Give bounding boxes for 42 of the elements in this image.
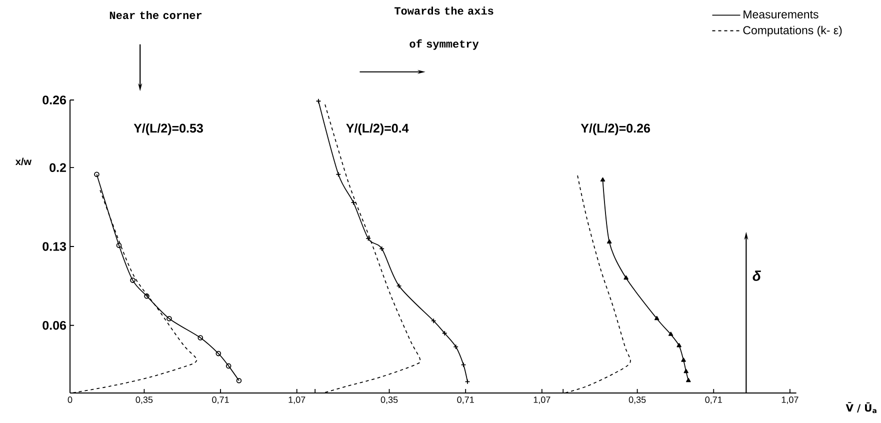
point bbox=[684, 368, 688, 374]
point bbox=[216, 350, 222, 356]
text: Near the corner bbox=[110, 10, 202, 20]
text: Towards the axis of symmetry bbox=[394, 6, 494, 50]
point bbox=[130, 278, 136, 283]
annotation: δ bbox=[752, 270, 761, 281]
point bbox=[144, 293, 150, 299]
point bbox=[166, 316, 172, 322]
point bbox=[600, 177, 606, 182]
point bbox=[654, 316, 660, 320]
point bbox=[668, 332, 674, 336]
point bbox=[676, 343, 682, 348]
x-tick-label: 0,35 bbox=[136, 396, 153, 404]
x-tick-label: 1,07 bbox=[288, 396, 306, 404]
y-tick-label: 0.26 bbox=[42, 96, 66, 104]
x-tick-label: 0,71 bbox=[212, 396, 229, 404]
point bbox=[606, 239, 612, 244]
text: Y/(L/2)=0.26 bbox=[580, 123, 650, 136]
point bbox=[681, 358, 686, 362]
x-tick-label: 0 bbox=[68, 396, 72, 403]
text: Y/(L/2)=0.53 bbox=[134, 123, 203, 136]
y-tick-label: 0.13 bbox=[42, 242, 66, 251]
x-tick-label: 0,71 bbox=[457, 396, 474, 404]
point bbox=[686, 378, 691, 382]
point bbox=[198, 335, 204, 340]
x-tick-label: 0,35 bbox=[628, 396, 646, 404]
point bbox=[624, 275, 628, 280]
point bbox=[116, 242, 122, 248]
x-tick-label: 0,35 bbox=[380, 396, 398, 404]
legend-label: Measurements bbox=[744, 10, 818, 18]
x-tick-label: 1,07 bbox=[534, 396, 550, 404]
point bbox=[430, 318, 436, 324]
y-tick-label: 0.06 bbox=[42, 320, 66, 330]
x-tick-label: 0,71 bbox=[705, 396, 722, 404]
point bbox=[226, 363, 232, 369]
legend-label: Computations (k- ε) bbox=[743, 26, 842, 37]
point bbox=[336, 172, 342, 178]
text: Y/(L/2)=0.4 bbox=[346, 123, 409, 136]
y-axis-title: x/w bbox=[15, 158, 32, 166]
y-tick-label: 0.2 bbox=[50, 163, 66, 172]
x-tick-label: 1,07 bbox=[782, 396, 798, 404]
x-axis-title: V̄ / Ū$_{a}$ bbox=[846, 402, 876, 414]
